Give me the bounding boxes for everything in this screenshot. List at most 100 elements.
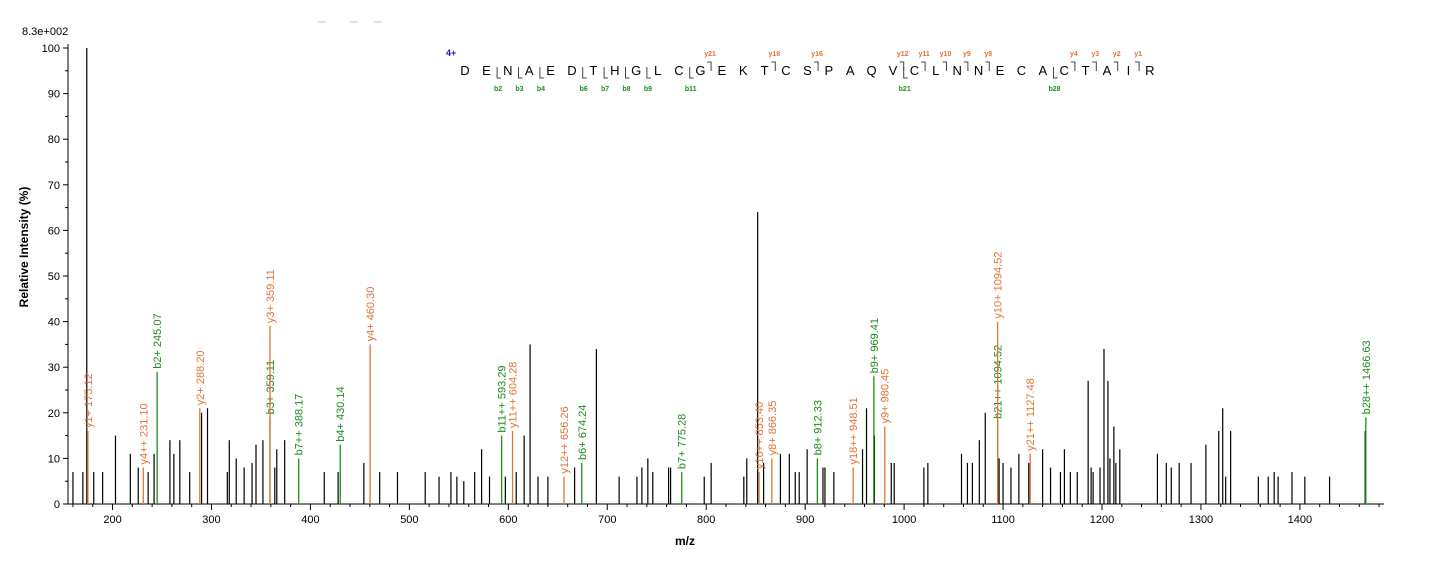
x-tick-label: 700 bbox=[598, 514, 616, 526]
amino-acid-letter: G bbox=[695, 63, 705, 78]
b-ion-map-label: b21 bbox=[899, 86, 911, 93]
amino-acid-letter: N bbox=[953, 63, 962, 78]
amino-acid-letter: A bbox=[1103, 63, 1112, 78]
x-axis-title: m/z bbox=[675, 534, 695, 548]
amino-acid-letter: R bbox=[1145, 63, 1154, 78]
ion-peak-label: b6+ 674.24 bbox=[577, 405, 589, 460]
amino-acid-letter: A bbox=[846, 63, 855, 78]
amino-acid-letter: E bbox=[482, 63, 491, 78]
ion-peak-label: y3+ 359.11 bbox=[265, 269, 277, 323]
amino-acid-letter: V bbox=[889, 63, 898, 78]
y-ion-map-label: y21 bbox=[704, 51, 716, 58]
ion-peak-label: y1+ 175.12 bbox=[83, 373, 95, 428]
amino-acid-letter: C bbox=[674, 63, 683, 78]
ion-peak-label: y2+ 288.20 bbox=[195, 350, 207, 405]
intensity-scale-label: 8.3e+002 bbox=[22, 26, 68, 38]
amino-acid-letter: C bbox=[781, 63, 790, 78]
ion-annotations: y1+ 175.12 y4++ 231.10 b2+ 245.07 y2+ 288.2… bbox=[83, 252, 1373, 504]
b-ion-cleavage-bracket bbox=[1053, 67, 1058, 79]
x-tick-label: 400 bbox=[301, 514, 319, 526]
ion-peak-label: b8+ 912.33 bbox=[812, 400, 824, 455]
y-tick-label: 50 bbox=[48, 271, 60, 283]
y-ion-cleavage-bracket bbox=[707, 61, 712, 71]
x-tick-label: 1200 bbox=[1090, 514, 1114, 526]
axes: 0 10 20 30 40 50 60 70 80 90 100 200 300 400 500 600 700… bbox=[42, 43, 1384, 526]
amino-acid-letter: N bbox=[503, 63, 512, 78]
y-tick-label: 70 bbox=[48, 180, 60, 192]
ion-peak-label: y4++ 231.10 bbox=[138, 403, 150, 464]
x-tick-label: 1000 bbox=[892, 514, 916, 526]
y-tick-label: 30 bbox=[48, 362, 60, 374]
b-ion-map-label: b11 bbox=[685, 86, 697, 93]
y-ion-cleavage-bracket bbox=[771, 61, 776, 71]
b-ion-map-label: b4 bbox=[537, 86, 545, 93]
ion-peak-label: y21++ 1127.48 bbox=[1025, 378, 1037, 451]
peak-bars bbox=[72, 48, 1366, 504]
b-ion-cleavage-bracket bbox=[518, 67, 523, 79]
ion-peak-label: b2+ 245.07 bbox=[152, 313, 164, 368]
amino-acid-letter: T bbox=[589, 63, 597, 78]
ion-peak-label: b9+ 969.41 bbox=[869, 318, 881, 373]
x-tick-label: 900 bbox=[796, 514, 814, 526]
y-tick-label: 100 bbox=[42, 43, 60, 55]
amino-acid-letter: L bbox=[932, 63, 939, 78]
ion-peak-label: b28++ 1466.63 bbox=[1361, 340, 1373, 414]
ion-peak-label: y10+ 1094.52 bbox=[993, 252, 1005, 319]
x-tick-label: 300 bbox=[202, 514, 220, 526]
amino-acid-letter: I bbox=[1127, 63, 1131, 78]
amino-acid-letter: L bbox=[654, 63, 661, 78]
y-ion-map-label: y9 bbox=[963, 51, 971, 58]
ion-peak-label: b11++ 593.29 bbox=[497, 366, 509, 433]
amino-acid-letter: G bbox=[631, 63, 641, 78]
ion-peak-label: y16++ 853.40 bbox=[754, 402, 766, 469]
b-ion-map-label: b8 bbox=[622, 86, 630, 93]
b-ion-cleavage-bracket bbox=[903, 67, 908, 79]
b-ion-cleavage-bracket bbox=[496, 67, 502, 79]
ion-peak-label: b7++ 388.17 bbox=[294, 394, 306, 456]
b-ion-map-label: b7 bbox=[601, 86, 609, 93]
y-ion-cleavage-bracket bbox=[1070, 61, 1076, 71]
x-tick-label: 1100 bbox=[991, 514, 1015, 526]
x-tick-label: 200 bbox=[103, 514, 121, 526]
y-ion-map-label: y10 bbox=[940, 51, 952, 58]
b-ion-cleavage-bracket bbox=[539, 67, 544, 79]
y-ion-cleavage-bracket bbox=[899, 61, 905, 71]
amino-acid-letter: Q bbox=[867, 63, 877, 78]
b-ion-map-label: b2 bbox=[494, 86, 502, 93]
x-tick-label: 800 bbox=[697, 514, 715, 526]
b-ion-map-label: b6 bbox=[580, 86, 588, 93]
ion-peak-label: y8+ 866.35 bbox=[767, 401, 779, 456]
ion-peak-label: y12++ 656.26 bbox=[559, 406, 571, 473]
y-ion-map-label: y18 bbox=[768, 51, 780, 58]
b-ion-map-label: b3 bbox=[515, 86, 523, 93]
amino-acid-letter: P bbox=[824, 63, 833, 78]
ion-peak-label: y11++ 604.28 bbox=[508, 362, 520, 428]
amino-acid-letter: E bbox=[996, 63, 1005, 78]
y-tick-label: 0 bbox=[54, 499, 60, 511]
y-ion-map-label: y11 bbox=[918, 51, 929, 58]
y-ion-cleavage-bracket bbox=[942, 61, 947, 71]
ion-peak-label: b7+ 775.28 bbox=[677, 414, 689, 469]
x-tick-label: 1400 bbox=[1288, 514, 1312, 526]
y-tick-label: 80 bbox=[48, 134, 60, 146]
y-ion-cleavage-bracket bbox=[1113, 61, 1119, 71]
amino-acid-letter: D bbox=[460, 63, 469, 78]
y-tick-label: 10 bbox=[48, 453, 60, 465]
x-tick-label: 1300 bbox=[1189, 514, 1213, 526]
y-ion-cleavage-bracket bbox=[1135, 61, 1140, 71]
amino-acid-letter: D bbox=[567, 63, 576, 78]
y-ion-map-label: y12 bbox=[897, 51, 909, 58]
y-axis-title: Relative Intensity (%) bbox=[17, 187, 31, 308]
y-ion-map-label: y4 bbox=[1070, 51, 1078, 58]
y-ion-map-label: y8 bbox=[984, 51, 992, 58]
y-ion-cleavage-bracket bbox=[985, 61, 990, 71]
ion-peak-label: b4+ 430.14 bbox=[335, 386, 347, 441]
amino-acid-letter: A bbox=[1038, 63, 1047, 78]
ion-peak-label: y18++ 948.51 bbox=[848, 397, 860, 464]
ion-peak-label: y4+ 460.30 bbox=[365, 287, 377, 342]
y-ion-map-label: y3 bbox=[1091, 51, 1099, 58]
x-tick-label: 600 bbox=[499, 514, 517, 526]
b-ion-cleavage-bracket bbox=[603, 67, 609, 79]
precursor-charge-label: 4+ bbox=[446, 48, 456, 58]
